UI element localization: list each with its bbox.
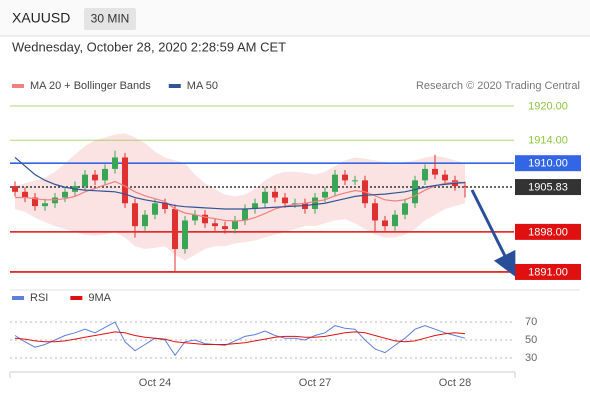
candle-body bbox=[342, 174, 348, 181]
candle-body bbox=[192, 214, 198, 221]
bollinger-band bbox=[355, 157, 365, 230]
candle-body bbox=[412, 180, 418, 204]
rsi-line bbox=[14, 321, 466, 357]
candle-body bbox=[432, 168, 438, 175]
bollinger-band bbox=[245, 188, 255, 243]
candle-body bbox=[82, 174, 88, 187]
forecast-arrow bbox=[470, 189, 516, 277]
candle-body bbox=[272, 191, 278, 198]
legend-label: RSI bbox=[30, 292, 48, 304]
candle-body bbox=[462, 186, 468, 188]
candle-body bbox=[22, 191, 28, 198]
bollinger-band bbox=[345, 157, 355, 224]
candle-body bbox=[212, 223, 218, 227]
credit: Research © 2020 Trading Central bbox=[416, 80, 580, 92]
symbol: XAUUSD bbox=[12, 10, 70, 26]
bollinger-band bbox=[55, 163, 65, 230]
candle-body bbox=[352, 180, 358, 182]
bollinger-band bbox=[295, 171, 305, 230]
candle-body bbox=[242, 208, 248, 221]
candle-body bbox=[142, 214, 148, 227]
candle-body bbox=[12, 186, 18, 192]
candle-body bbox=[202, 214, 208, 224]
datetime: Wednesday, October 28, 2020 2:28:59 AM C… bbox=[12, 39, 286, 54]
candle-body bbox=[232, 220, 238, 230]
candle-body bbox=[252, 203, 258, 209]
candle-body bbox=[312, 197, 318, 209]
candle-body bbox=[172, 208, 178, 250]
y-tick-label: 70 bbox=[525, 316, 537, 328]
candle-body bbox=[222, 226, 228, 230]
bollinger-band bbox=[215, 188, 225, 247]
bollinger-band bbox=[75, 146, 85, 235]
y-tick-label: 30 bbox=[525, 352, 537, 364]
level-label: 1905.83 bbox=[528, 181, 568, 193]
timeframe[interactable]: 30 MIN bbox=[91, 12, 130, 26]
legend-label: MA 50 bbox=[187, 80, 218, 92]
level-label: 1898.00 bbox=[528, 226, 568, 238]
candle-body bbox=[392, 214, 398, 227]
bollinger-band bbox=[315, 171, 325, 227]
level-label-box bbox=[515, 263, 581, 280]
candle-body bbox=[372, 203, 378, 221]
candle-body bbox=[162, 203, 168, 209]
bollinger-band bbox=[65, 154, 75, 232]
candle-body bbox=[102, 168, 108, 181]
level-label: 1920.00 bbox=[528, 100, 568, 112]
level-label-box bbox=[515, 155, 581, 172]
level-label-box bbox=[515, 179, 581, 196]
timeframe-button[interactable] bbox=[84, 8, 136, 30]
candle-body bbox=[152, 203, 158, 215]
candle-body bbox=[382, 220, 388, 227]
legend-label: 9MA bbox=[88, 292, 111, 304]
x-tick-label: Oct 28 bbox=[439, 377, 471, 389]
candle-body bbox=[322, 191, 328, 198]
bollinger-band bbox=[195, 174, 205, 255]
candle-body bbox=[32, 197, 38, 207]
legend-label: MA 20 + Bollinger Bands bbox=[30, 80, 151, 92]
candle-body bbox=[332, 174, 338, 192]
candle-body bbox=[282, 197, 288, 204]
rsi-line bbox=[14, 331, 466, 345]
candle-body bbox=[62, 191, 68, 198]
candle-body bbox=[262, 191, 268, 204]
candle-body bbox=[182, 220, 188, 250]
bollinger-band bbox=[85, 140, 95, 236]
candle-body bbox=[292, 203, 298, 205]
candle-body bbox=[442, 174, 448, 181]
x-tick-label: Oct 27 bbox=[299, 377, 331, 389]
candle-body bbox=[92, 174, 98, 181]
candle-body bbox=[122, 157, 128, 204]
candle-body bbox=[132, 203, 138, 227]
candle-body bbox=[42, 203, 48, 207]
x-tick-label: Oct 24 bbox=[139, 377, 171, 389]
bollinger-band bbox=[45, 171, 55, 227]
candle-body bbox=[112, 157, 118, 169]
moving-average bbox=[14, 157, 466, 210]
y-tick-label: 50 bbox=[525, 334, 537, 346]
candle-body bbox=[402, 203, 408, 215]
level-label: 1910.00 bbox=[528, 158, 568, 170]
bollinger-band bbox=[305, 172, 315, 227]
level-label-box bbox=[515, 223, 581, 240]
bollinger-band bbox=[25, 180, 35, 218]
level-label: 1891.00 bbox=[528, 266, 568, 278]
candle-body bbox=[422, 168, 428, 181]
bollinger-band bbox=[265, 174, 275, 238]
level-label: 1914.00 bbox=[528, 135, 568, 147]
